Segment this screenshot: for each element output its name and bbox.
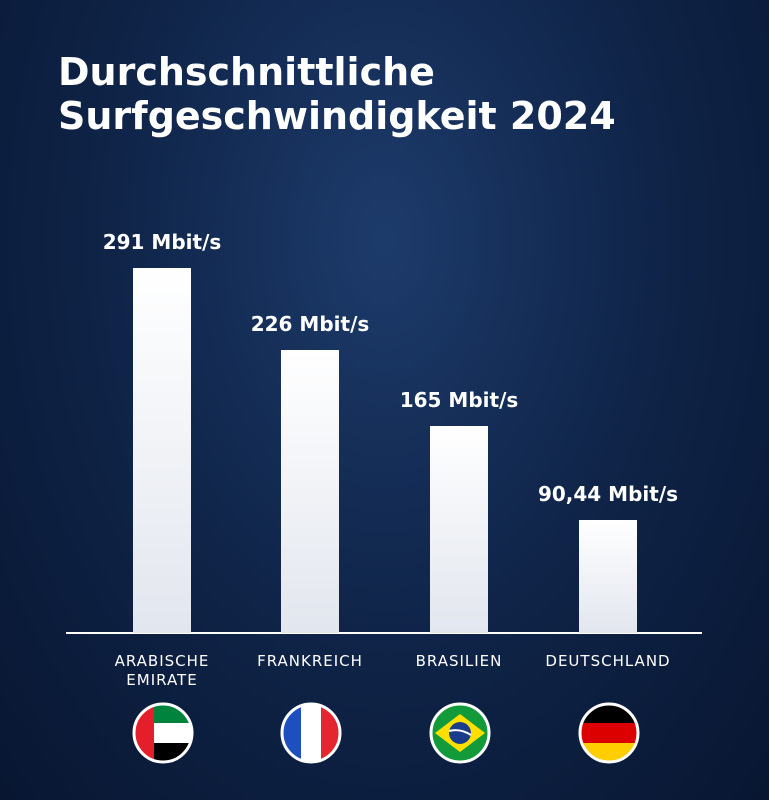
flag-brazil xyxy=(429,702,491,764)
category-label: ARABISCHE EMIRATE xyxy=(114,652,210,689)
category-label: FRANKREICH xyxy=(257,652,363,670)
value-label: 165 Mbit/s xyxy=(399,388,519,413)
baseline xyxy=(66,632,702,634)
value-label: 291 Mbit/s xyxy=(102,230,222,254)
bar xyxy=(281,349,339,633)
flag-germany xyxy=(578,702,640,764)
bar xyxy=(430,426,488,633)
flag-uae xyxy=(132,702,194,764)
category-label: DEUTSCHLAND xyxy=(545,652,671,670)
value-label: 90,44 Mbit/s xyxy=(537,481,679,506)
bar xyxy=(133,268,191,633)
bar xyxy=(579,519,637,633)
category-label: BRASILIEN xyxy=(415,652,503,670)
chart-title: Durchschnittliche Surfgeschwindigkeit 20… xyxy=(58,50,616,138)
value-label: 226 Mbit/s xyxy=(250,311,370,336)
flag-france xyxy=(280,702,342,764)
